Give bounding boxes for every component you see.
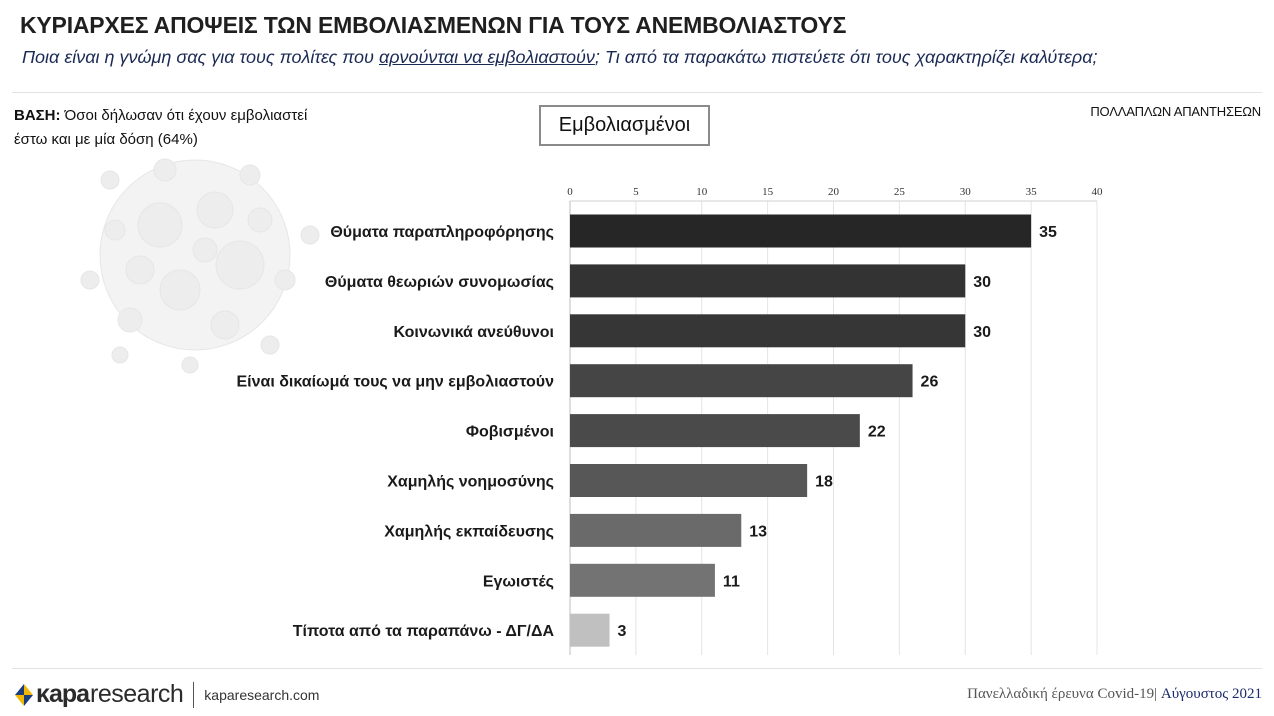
page-subtitle: Ποια είναι η γνώμη σας για τους πολίτες …: [22, 47, 1097, 68]
x-tick-label: 20: [828, 186, 840, 198]
base-label: ΒΑΣΗ:: [14, 107, 61, 124]
category-label: Θύματα παραπληροφόρησης: [330, 224, 554, 241]
logo-separator: [193, 681, 195, 708]
bar: [570, 264, 966, 298]
category-label: Κοινωνικά ανεύθυνοι: [393, 324, 554, 341]
value-label: 18: [815, 474, 833, 491]
category-label: Είναι δικαίωμά τους να μην εμβολιαστούν: [236, 374, 554, 391]
multiple-answers-note: ΠΟΛΛΑΠΛΩΝ ΑΠΑΝΤΗΣΕΩΝ: [1090, 104, 1261, 119]
value-label: 35: [1039, 224, 1057, 241]
x-tick-label: 30: [960, 186, 972, 198]
subtitle-pre: Ποια είναι η γνώμη σας για τους πολίτες …: [22, 47, 379, 67]
chart-tick-labels: 0 5 10 15 20 25 30 35 40: [567, 186, 1103, 198]
subtitle-underlined: αρνούνται να εμβολιαστούν: [378, 47, 595, 67]
chart-value-labels: 35 30 30 26 22 18 13 11 3: [618, 224, 1057, 640]
header-divider: [12, 92, 1262, 93]
bar: [570, 513, 742, 547]
bar: [570, 563, 715, 597]
survey-footer: Πανελλαδική έρευνα Covid-19| Αύγουστος 2…: [967, 686, 1262, 703]
x-tick-label: 15: [762, 186, 774, 198]
value-label: 30: [973, 324, 991, 341]
value-label: 11: [723, 573, 740, 590]
bar: [570, 364, 913, 398]
page-title: ΚΥΡΙΑΡΧΕΣ ΑΠΟΨΕΙΣ ΤΩΝ ΕΜΒΟΛΙΑΣΜΕΝΩΝ ΓΙΑ …: [20, 12, 847, 38]
bar: [570, 414, 860, 448]
category-label: Χαμηλής εκπαίδευσης: [384, 523, 554, 540]
brand-light: research: [90, 680, 184, 708]
x-tick-label: 0: [567, 186, 573, 198]
group-label-box: Εμβολιασμένοι: [539, 105, 710, 146]
x-tick-label: 5: [633, 186, 639, 198]
category-label: Θύματα θεωριών συνομωσίας: [325, 274, 554, 291]
value-label: 30: [973, 274, 991, 291]
x-tick-label: 40: [1092, 186, 1104, 198]
value-label: 13: [749, 523, 767, 540]
chart-bars: [570, 214, 1032, 647]
group-label: Εμβολιασμένοι: [558, 114, 691, 136]
website-link[interactable]: kaparesearch.com: [204, 686, 320, 703]
kapa-logo-icon: [15, 683, 33, 706]
base-note: ΒΑΣΗ: Όσοι δήλωσαν ότι έχουν εμβολιαστεί…: [14, 104, 344, 152]
category-label: Τίποτα από τα παραπάνω - ΔΓ/ΔΑ: [293, 623, 555, 640]
bar: [570, 314, 966, 348]
footer-divider: [12, 668, 1262, 669]
x-tick-label: 25: [894, 186, 906, 198]
kapa-research-logo: κapa research kaparesearch.com: [14, 680, 319, 709]
bar: [570, 613, 610, 647]
bar: [570, 214, 1032, 248]
value-label: 26: [921, 374, 939, 391]
survey-name: Πανελλαδική έρευνα Covid-19|: [967, 686, 1161, 702]
value-label: 22: [868, 424, 886, 441]
category-label: Χαμηλής νοημοσύνης: [387, 474, 554, 491]
category-label: Φοβισμένοι: [466, 424, 554, 441]
chart-category-labels: Θύματα παραπληροφόρησης Θύματα θεωριών συ…: [236, 224, 554, 640]
virus-watermark-icon: [80, 158, 320, 374]
subtitle-post: ; Τι από τα παρακάτω πιστεύετε ότι τους …: [594, 47, 1098, 67]
base-text: Όσοι δήλωσαν ότι έχουν εμβολιαστεί έστω …: [14, 107, 308, 148]
brand-bold: κapa: [36, 680, 90, 708]
x-tick-label: 35: [1026, 186, 1038, 198]
category-label: Εγωιστές: [483, 573, 554, 590]
x-tick-label: 10: [696, 186, 708, 198]
bar: [570, 464, 808, 497]
survey-month: Αύγουστος 2021: [1160, 686, 1262, 702]
value-label: 3: [618, 623, 627, 640]
